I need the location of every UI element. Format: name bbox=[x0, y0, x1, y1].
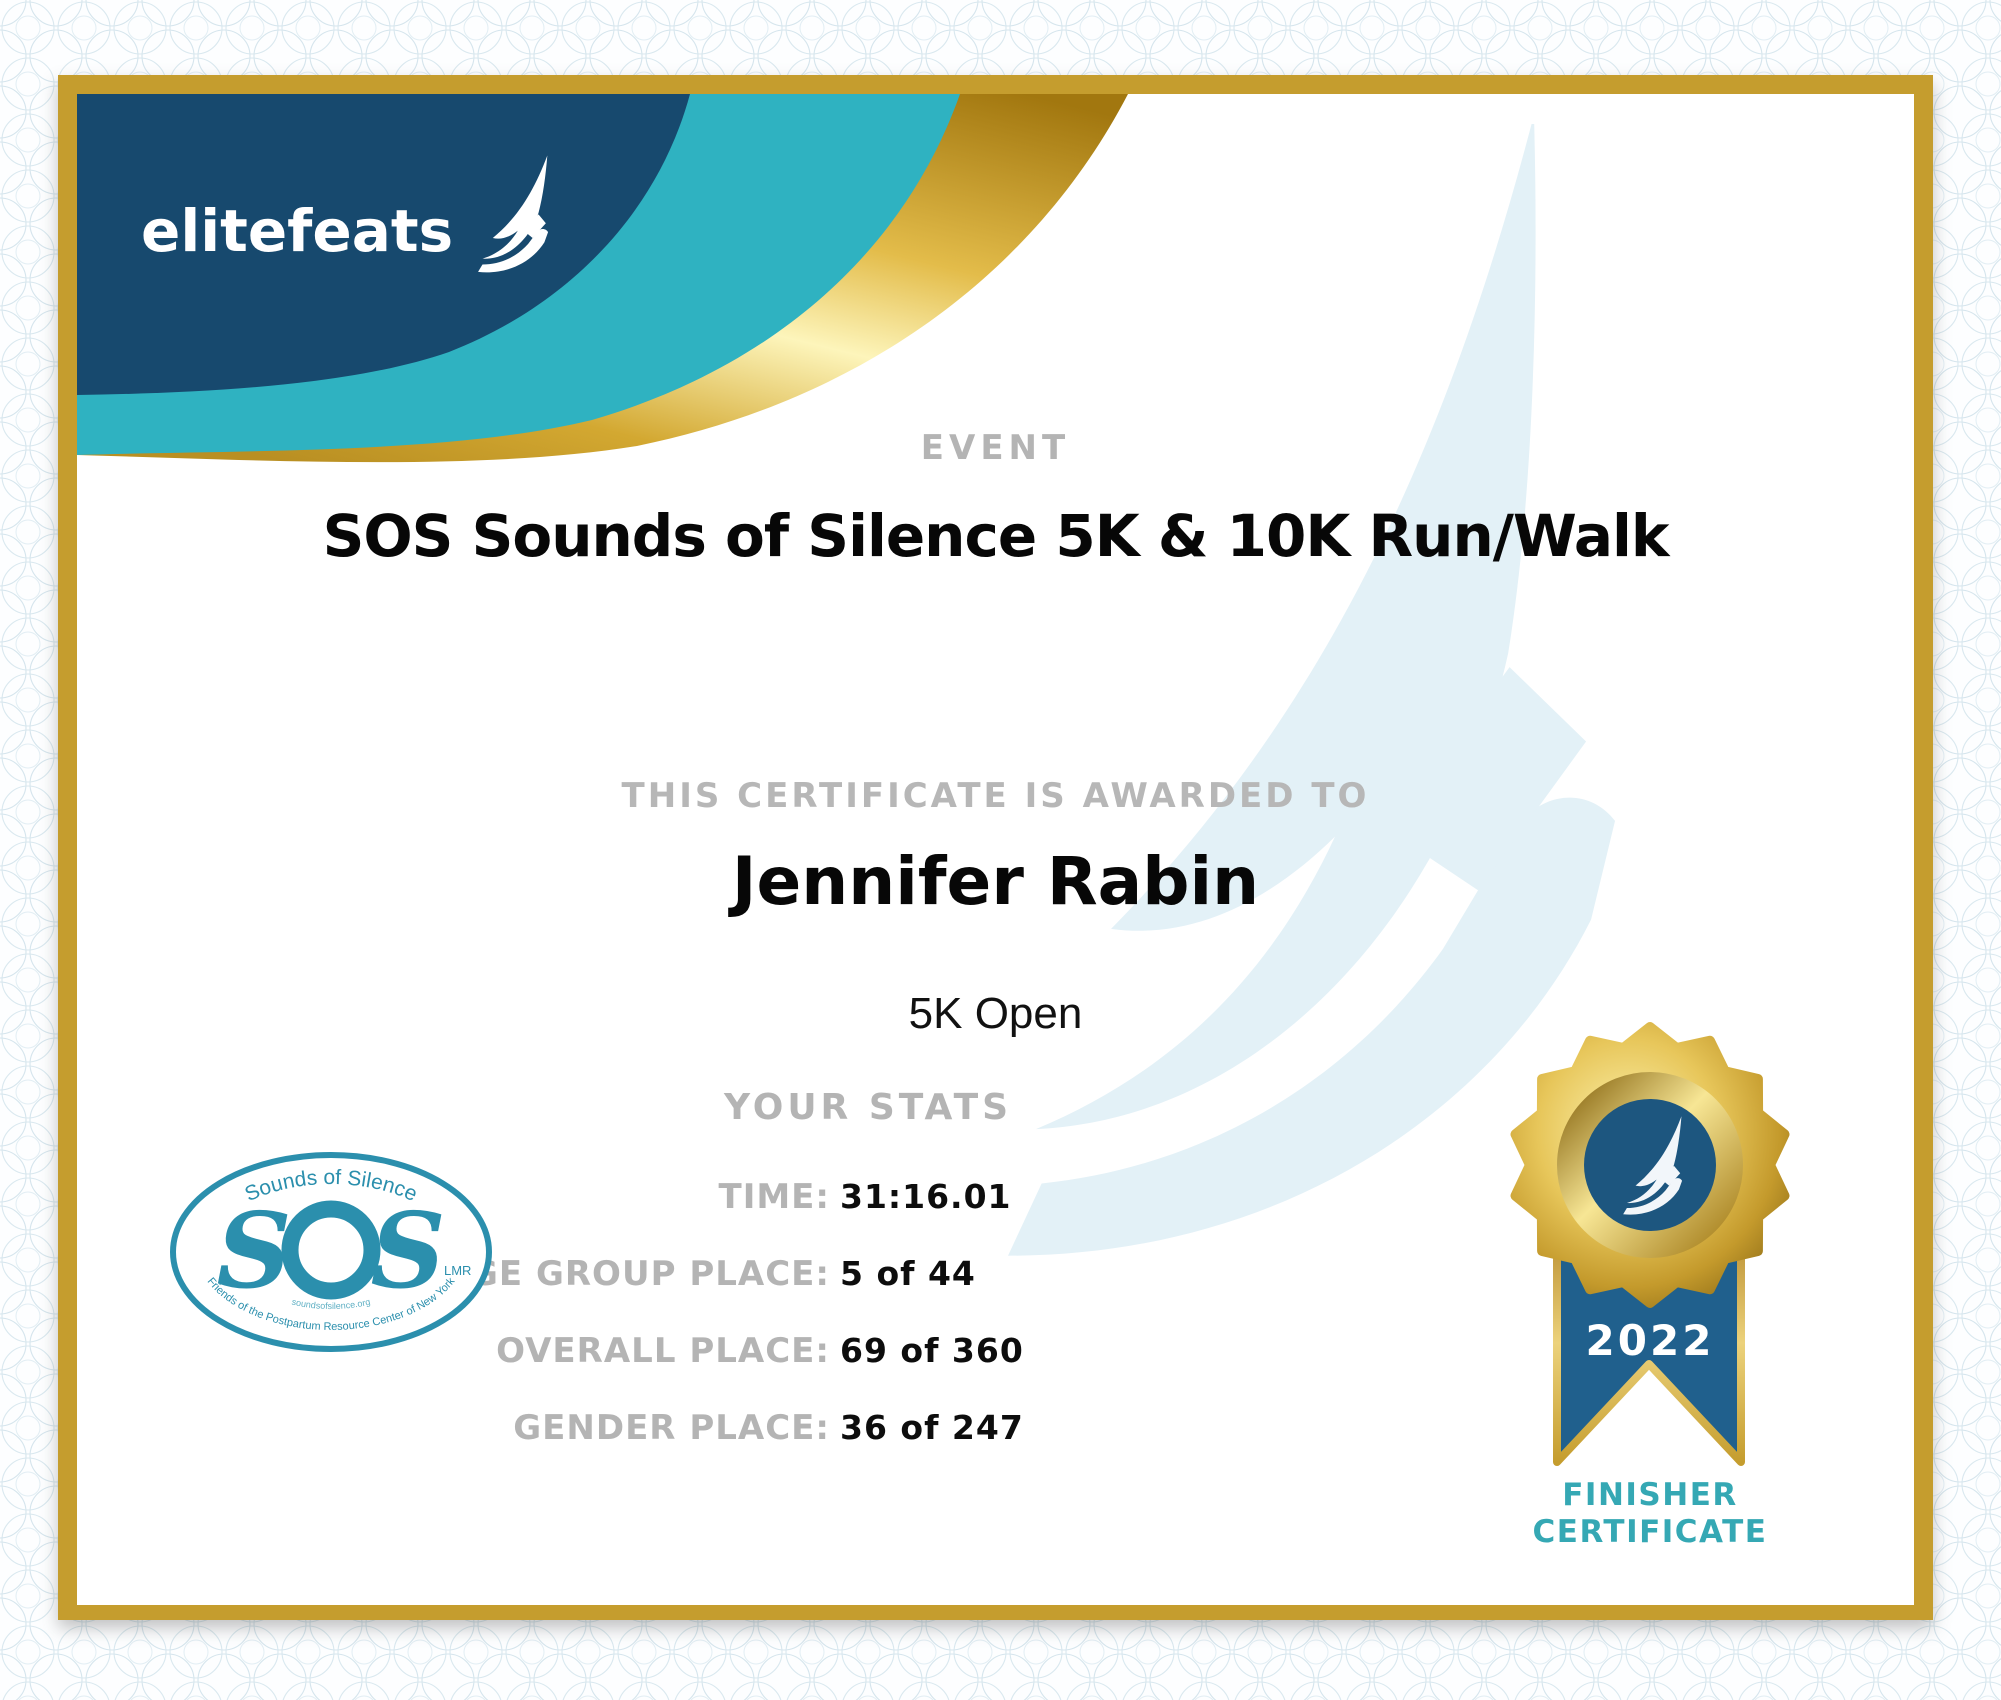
stats-grid: TIME: 31:16.01 AGE GROUP PLACE: 5 of 44 … bbox=[157, 1158, 1024, 1466]
finisher-caption: FINISHER CERTIFICATE bbox=[1480, 1477, 1820, 1550]
brand-logo: elitefeats bbox=[141, 154, 559, 294]
svg-text:soundsofsilence.org: soundsofsilence.org bbox=[291, 1297, 371, 1311]
navy-swoosh-shape bbox=[77, 94, 690, 395]
division-label: 5K Open bbox=[908, 989, 1083, 1038]
awarded-to-label: THIS CERTIFICATE IS AWARDED TO bbox=[621, 776, 1370, 816]
brand-logo-text: elitefeats bbox=[141, 197, 454, 265]
your-stats-heading: YOUR STATS bbox=[723, 1087, 1013, 1128]
stat-value-age-group-place: 5 of 44 bbox=[840, 1254, 976, 1293]
medal-center-disc bbox=[1584, 1099, 1716, 1231]
finisher-caption-line1: FINISHER bbox=[1562, 1477, 1738, 1513]
stat-label-overall-place: OVERALL PLACE: bbox=[496, 1330, 830, 1371]
medal-inner-ring bbox=[1557, 1072, 1743, 1258]
stat-value-gender-place: 36 of 247 bbox=[840, 1408, 1024, 1447]
brand-winged-foot-icon bbox=[478, 155, 549, 273]
stat-label-gender-place: GENDER PLACE: bbox=[513, 1407, 830, 1448]
event-kicker: EVENT bbox=[920, 428, 1071, 468]
sos-logo-letter-s-left: S bbox=[216, 1189, 291, 1312]
recipient-name: Jennifer Rabin bbox=[731, 843, 1260, 920]
event-title: SOS Sounds of Silence 5K & 10K Run/Walk bbox=[322, 502, 1670, 570]
sos-logo-letter-s-right: S bbox=[370, 1189, 445, 1312]
stat-value-time: 31:16.01 bbox=[840, 1177, 1012, 1216]
stat-label-age-group-place: AGE GROUP PLACE: bbox=[442, 1253, 830, 1294]
sos-logo-lmr-text: LMR bbox=[444, 1263, 471, 1278]
sos-logo-letter-o bbox=[281, 1200, 381, 1300]
ribbon-year: 2022 bbox=[1585, 1316, 1715, 1365]
stat-value-overall-place: 69 of 360 bbox=[840, 1331, 1024, 1370]
header-swoosh bbox=[77, 94, 1128, 463]
finisher-caption-line2: CERTIFICATE bbox=[1532, 1513, 1768, 1550]
certificate-body: elitefeats EVENT SOS Sounds of Silence 5… bbox=[77, 94, 1914, 1605]
finisher-medal bbox=[1510, 1022, 1790, 1308]
winged-foot-watermark bbox=[1008, 124, 1616, 1256]
stat-label-time: TIME: bbox=[718, 1176, 830, 1217]
sos-sounds-of-silence-logo: Sounds of Silence S S LMR Friends of the… bbox=[170, 1152, 492, 1352]
medal-winged-foot-icon bbox=[1623, 1116, 1683, 1215]
sos-logo-url-text: soundsofsilence.org bbox=[291, 1297, 371, 1311]
